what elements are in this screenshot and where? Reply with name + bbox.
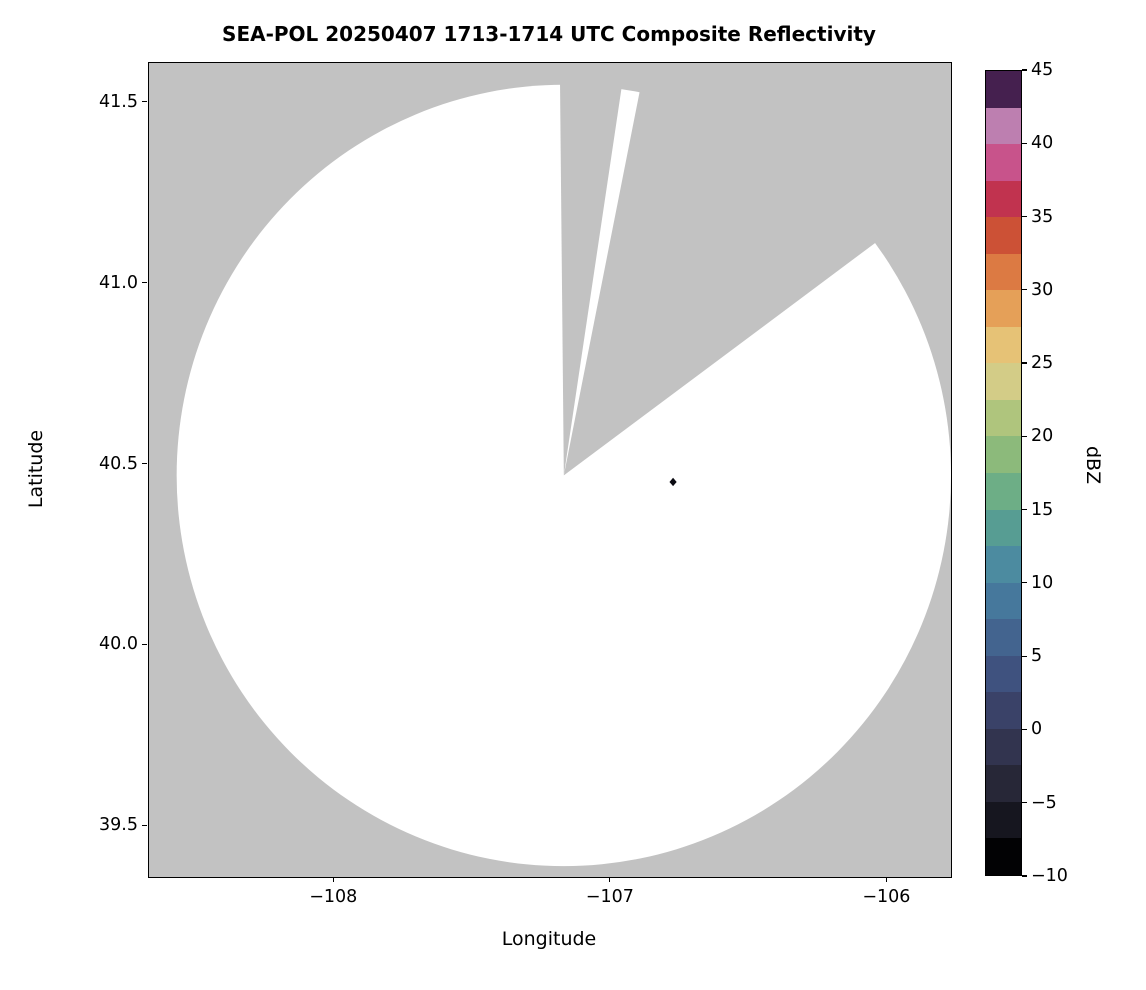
colorbar-segment [986,728,1021,766]
colorbar-tick-label: 25 [1031,353,1054,374]
y-tick-label: 41.0 [99,272,138,293]
colorbar-segment [986,436,1021,474]
colorbar-segment [986,692,1021,729]
colorbar-segment [986,290,1021,327]
colorbar-tick-mark [1022,509,1027,511]
colorbar-tick-mark [1022,289,1027,291]
colorbar-tick-label: 15 [1031,499,1054,520]
colorbar-segment [986,546,1021,583]
colorbar-tick-label: 45 [1031,60,1054,80]
colorbar-segment [986,399,1021,437]
colorbar-segment [986,838,1021,876]
missing-sector [563,63,951,476]
y-tick-mark [142,824,147,826]
colorbar-tick-label: −10 [1031,866,1068,886]
colorbar-tick-mark [1022,802,1027,804]
colorbar-segment [986,217,1021,254]
y-tick-label: 40.5 [99,453,138,474]
colorbar-tick-label: 35 [1031,206,1054,227]
colorbar-tick-mark [1022,435,1027,437]
y-tick-mark [142,643,147,646]
colorbar-tick-mark [1022,582,1027,584]
colorbar-tick-label: 30 [1031,279,1054,300]
colorbar-segment [986,253,1021,291]
colorbar-segment [986,619,1021,656]
y-tick-mark [142,282,147,284]
colorbar-tick-mark [1022,655,1027,657]
colorbar-tick-mark [1022,142,1027,144]
x-tick-label: −106 [862,887,911,907]
colorbar-segment [986,655,1021,693]
colorbar-segment [986,765,1021,802]
colorbar-tick-label: 20 [1031,426,1054,447]
colorbar-segment [986,582,1021,620]
chart-title: SEA-POL 20250407 1713-1714 UTC Composite… [222,22,876,46]
colorbar-segment [986,801,1021,839]
radar-coverage-plot [176,63,951,867]
colorbar-tick-mark [1022,728,1027,731]
colorbar-segment [986,363,1021,400]
y-tick-label: 41.5 [99,91,138,112]
y-tick-label: 40.0 [99,634,138,655]
colorbar-segment [986,144,1021,181]
colorbar-tick-mark [1022,875,1027,877]
colorbar-label: dBZ [1082,446,1104,485]
x-axis-label: Longitude [501,928,597,950]
x-tick-mark [332,877,334,882]
colorbar [985,70,1022,876]
colorbar-segment [986,509,1021,547]
colorbar-tick-label: −5 [1031,792,1057,813]
plot-area [148,62,952,878]
y-axis-label: Latitude [25,429,47,509]
x-tick-label: −108 [309,887,358,907]
colorbar-tick-mark [1022,362,1027,364]
colorbar-segment [986,71,1021,108]
y-tick-mark [142,101,147,103]
echo-marker [669,477,677,487]
colorbar-tick-label: 10 [1031,572,1054,593]
colorbar-tick-label: 40 [1031,133,1054,154]
colorbar-segment [986,326,1021,364]
colorbar-tick-mark [1022,69,1027,71]
colorbar-segment [986,107,1021,145]
missing-sector [559,63,626,476]
colorbar-tick-label: 0 [1031,719,1043,740]
y-tick-mark [142,462,147,465]
colorbar-tick-label: 5 [1031,646,1043,667]
x-tick-label: −107 [585,887,634,907]
colorbar-segment [986,180,1021,218]
colorbar-tick-mark [1022,215,1027,218]
x-tick-mark [885,877,887,882]
colorbar-segment [986,473,1021,510]
x-tick-mark [609,877,611,882]
y-tick-label: 39.5 [99,815,138,836]
